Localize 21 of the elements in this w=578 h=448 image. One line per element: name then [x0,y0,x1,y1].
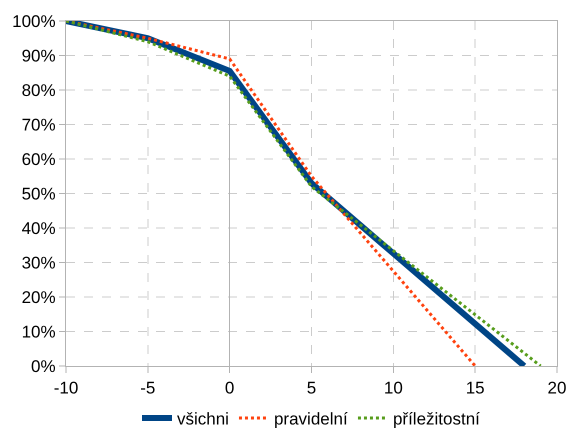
x-tick-label: -10 [54,378,78,398]
y-tick-label: 20% [22,288,56,307]
y-tick-label: 60% [22,150,56,169]
y-tick-label: 80% [22,80,56,100]
y-tick-label: 100% [12,12,56,31]
x-tick-label: 10 [384,378,403,398]
x-tick-label: 0 [224,378,234,398]
x-tick-label: 15 [466,378,485,398]
legend-label: příležitostní [392,410,480,429]
legend-label: všichni [177,410,229,429]
y-tick-label: 30% [22,253,56,272]
y-tick-label: 10% [22,322,56,342]
y-tick-label: 90% [22,46,56,66]
y-tick-label: 40% [22,218,56,238]
y-tick-label: 0% [31,356,56,376]
x-tick-label: 20 [548,378,566,398]
legend-label: pravidelní [274,410,348,429]
y-tick-label: 50% [22,184,56,204]
x-tick-label: -5 [140,378,156,398]
y-tick-label: 70% [22,115,56,134]
x-tick-label: 5 [306,378,316,398]
